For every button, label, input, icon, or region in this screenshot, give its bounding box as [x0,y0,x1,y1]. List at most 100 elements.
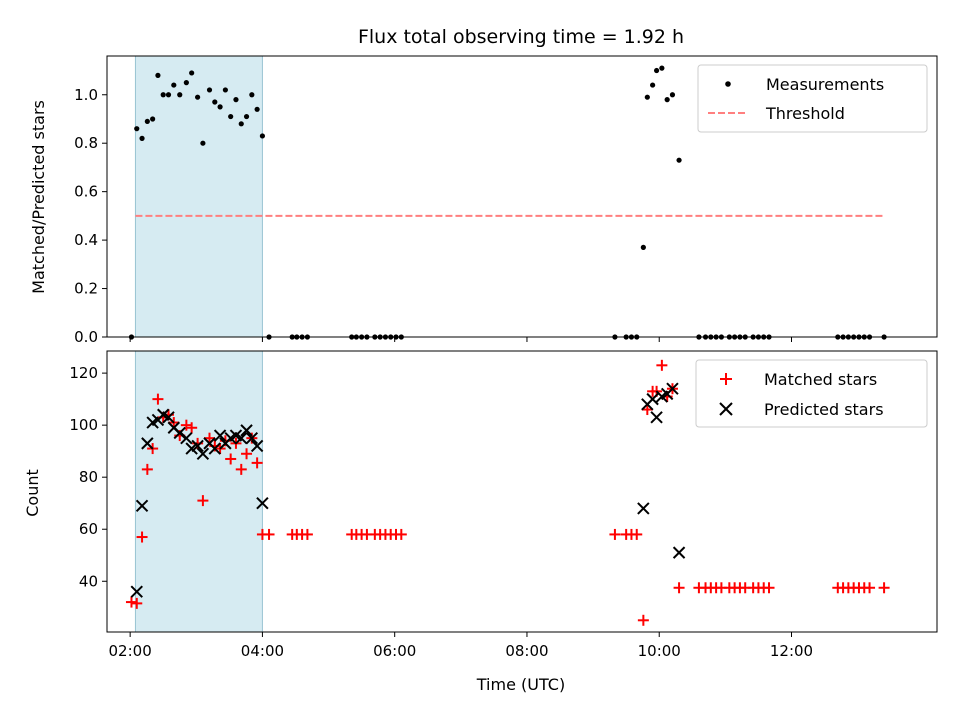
legend-marker-measurements [725,81,731,87]
measurement-point [249,92,255,98]
measurement-point [189,70,195,76]
predicted-star-point [213,429,227,442]
measurement-point [676,157,682,163]
matched-star-point [864,582,876,594]
legend-label-measurements: Measurements [766,75,884,94]
x-tick-label: 02:00 [109,642,152,660]
matched-star-point [235,463,247,475]
matched-star-point [656,359,668,371]
predicted-star-point [135,499,149,513]
x-tick-label: 08:00 [505,642,548,660]
matched-star-point [141,463,153,475]
predicted-star-point [196,447,210,460]
bottom-y-axis-label: Count [23,469,42,517]
bottom-legend: Matched stars Predicted stars [695,359,928,428]
matched-star-point [204,432,216,444]
measurement-point [171,82,177,88]
legend-label-threshold: Threshold [765,104,845,123]
measurement-point [150,116,156,122]
predicted-star-point [672,546,686,559]
matched-star-point [131,597,143,609]
legend-marker-predicted [719,402,733,416]
shaded-interval [134,55,263,338]
chart-title: Flux total observing time = 1.92 h [358,26,684,48]
top-axes-frame [106,55,938,338]
measurement-point [183,80,189,86]
measurement-point [259,133,266,139]
matched-star-point [136,531,148,543]
y-tick-label: 80 [79,468,98,486]
y-tick-label: 100 [69,416,98,434]
matched-star-point [673,582,685,594]
predicted-star-point [646,392,659,406]
measurement-point [238,121,244,127]
legend-marker-matched [720,373,732,385]
measurement-point [155,72,161,78]
matched-star-point [180,419,192,431]
x-axis-label: Time (UTC) [476,675,565,694]
measurement-point [644,94,650,100]
predicted-star-point [666,382,679,395]
predicted-star-point [245,431,259,445]
matched-star-point [641,404,653,416]
measurement-point [217,104,223,110]
bottom-legend-box [695,359,928,428]
y-tick-label: 0.6 [74,183,98,201]
matched-star-point [763,582,775,594]
y-tick-label: 120 [69,364,98,382]
predicted-star-point [130,585,143,598]
measurement-point [653,67,660,74]
matched-star-point [631,528,643,540]
measurement-point [669,92,676,98]
measurement-point [233,97,239,103]
top-panel: Flux total observing time = 1.92 h 0.0 0.… [29,26,938,346]
predicted-star-point [191,439,204,453]
x-tick-label: 12:00 [770,642,813,660]
x-tick-label: 10:00 [638,642,681,660]
bottom-axes-frame [106,350,938,633]
matched-star-point [878,582,890,594]
measurement-point [134,126,140,132]
matched-star-point [301,528,313,540]
predicted-star-point [235,431,248,445]
predicted-star-point [162,411,175,424]
measurement-point [177,92,183,98]
top-legend: Measurements Threshold [697,64,928,133]
predicted-star-point [180,431,193,445]
y-tick-label: 0.8 [74,134,98,152]
measurement-point [212,99,218,105]
matched-star-point [241,448,253,460]
x-tick-label: 06:00 [373,642,416,660]
measurement-point [139,135,145,141]
measurement-point [195,94,201,100]
predicted-star-point [637,502,650,515]
shaded-interval [134,350,263,633]
measurement-point [650,82,656,88]
y-tick-label: 40 [79,572,98,590]
y-tick-label: 0.2 [74,280,98,298]
measurement-point [165,92,172,98]
measurement-point [243,113,250,120]
top-y-axis-label: Matched/Predicted stars [29,100,48,294]
y-tick-label: 0.0 [74,328,98,346]
matched-star-point [263,528,275,540]
x-tick-label: 04:00 [241,642,284,660]
legend-label-matched: Matched stars [764,370,877,389]
bottom-panel: 40 60 80 100 120 02:00 04:00 06:00 08:00 10:00 12:… [23,350,938,694]
matched-star-point [637,614,649,626]
matched-star-point [225,453,237,465]
predicted-star-point [208,442,222,455]
y-tick-label: 60 [79,520,98,538]
top-legend-box [697,64,928,133]
measurement-point [206,87,213,93]
measurement-point [160,92,166,98]
measurement-point [228,113,234,120]
measurement-point [664,97,670,103]
matched-star-point [609,528,621,540]
matched-star-point [186,422,198,434]
y-tick-label: 0.4 [74,231,98,249]
predicted-star-point [240,424,253,437]
measurement-point [659,65,665,71]
measurement-point [640,244,646,250]
